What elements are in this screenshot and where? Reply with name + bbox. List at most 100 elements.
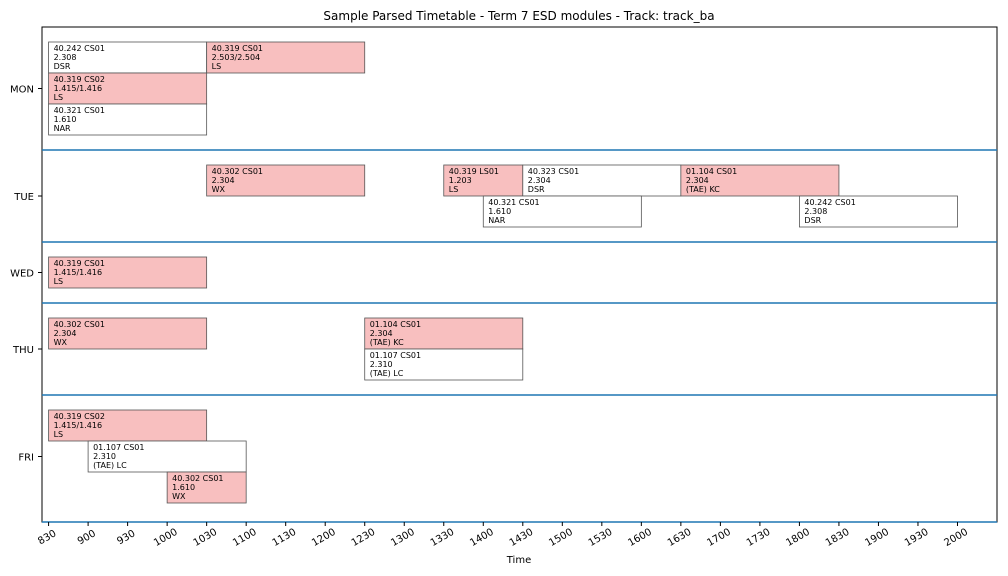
event-label: 2.310 [93,452,116,461]
event-label: 40.302 CS01 [212,167,263,176]
day-label: WED [10,269,34,280]
x-tick-label: 1730 [745,527,773,549]
event-label: NAR [488,216,505,225]
x-axis-label: Time [506,555,531,566]
event-label: 2.304 [370,329,393,338]
event-label: 1.415/1.416 [54,268,103,277]
x-tick-label: 1000 [152,527,180,549]
event-rect [48,256,208,289]
event-label: 2.310 [370,360,393,369]
day-separators [42,149,997,523]
event-rect [48,103,208,136]
event-label: 01.104 CS01 [686,167,737,176]
event-label: DSR [528,185,545,194]
event-label: DSR [804,216,821,225]
event-rect [48,72,208,105]
event-label: 1.415/1.416 [54,84,103,93]
x-tick-label: 1700 [705,527,733,549]
x-tick-label: 1800 [784,527,812,549]
event-label: 40.321 CS01 [54,106,105,115]
event-label: 1.610 [54,115,77,124]
x-tick-label: 1630 [666,527,694,549]
x-tick-label: 1300 [389,527,417,549]
x-tick-label: 2000 [942,527,970,549]
x-tick-label: 1100 [231,527,259,549]
event-label: (TAE) LC [370,369,404,378]
event-rect [443,164,524,197]
event-label: 40.302 CS01 [54,320,105,329]
event-label: 01.107 CS01 [93,443,144,452]
event-rect [48,41,208,74]
event-label: (TAE) KC [370,338,404,347]
x-tick-label: 1600 [626,527,654,549]
event-label: LS [54,277,64,286]
event-rect [48,317,208,350]
event-rect [206,41,366,74]
event-rect [206,164,366,197]
x-tick-label: 830 [36,528,58,547]
event-label: LS [449,185,459,194]
x-tick-label: 1500 [547,527,575,549]
event-label: 40.242 CS01 [54,44,105,53]
event-label: (TAE) LC [93,461,127,470]
event-label: 2.304 [54,329,77,338]
event-rect [799,195,958,228]
event-label: 40.302 CS01 [172,474,223,483]
event-label: 2.308 [804,207,827,216]
event-rect [680,164,840,197]
event-label: 1.415/1.416 [54,421,103,430]
event-label: 2.304 [212,176,235,185]
event-label: 40.319 CS01 [54,259,105,268]
x-tick-label: 1230 [350,527,378,549]
event-label: WX [54,338,68,347]
event-label: WX [172,492,186,501]
event-label: 40.319 CS02 [54,412,105,421]
day-labels: MON TUE WED THU FRI [10,85,42,464]
x-axis: 830 900 930 1000 1030 1100 1130 1200 1230 1300 133… [36,522,970,549]
event-label: 2.304 [528,176,551,185]
event-rect [48,409,208,442]
event-label: 01.107 CS01 [370,351,421,360]
event-label: LS [54,430,64,439]
event-rect [364,348,524,381]
day-label: THU [12,345,34,356]
x-tick-label: 1200 [310,527,338,549]
event-rect [87,440,247,473]
event-label: 40.242 CS01 [804,198,855,207]
event-rect [364,317,524,350]
event-rect [482,195,642,228]
event-label: 2.304 [686,176,709,185]
event-label: LS [212,62,222,71]
event-rect [166,471,247,504]
event-label: 40.319 LS01 [449,167,499,176]
event-label: (TAE) KC [686,185,720,194]
event-label: 1.610 [172,483,195,492]
x-tick-label: 1330 [429,527,457,549]
x-tick-label: 900 [76,528,98,547]
x-tick-label: 1830 [824,527,852,549]
event-label: 1.203 [449,176,472,185]
event-label: 40.321 CS01 [488,198,539,207]
x-tick-label: 1530 [587,527,615,549]
chart-title: Sample Parsed Timetable - Term 7 ESD mod… [323,9,714,23]
x-tick-label: 1130 [271,527,299,549]
event-label: 40.319 CS02 [54,75,105,84]
event-label: WX [212,185,226,194]
